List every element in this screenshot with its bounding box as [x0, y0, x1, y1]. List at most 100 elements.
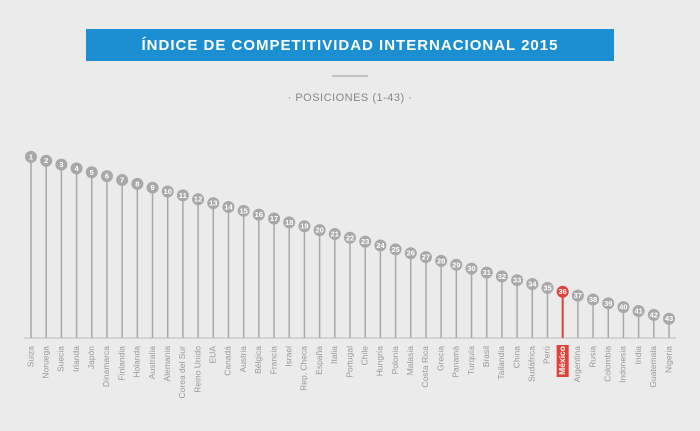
- x-tick-label: Dinamarca: [101, 346, 111, 387]
- value-label: 20: [315, 226, 323, 235]
- dot: [237, 204, 250, 217]
- dot: [161, 185, 174, 198]
- value-label: 29: [452, 260, 460, 269]
- value-label: 37: [574, 291, 582, 300]
- x-tick-label: Guatemala: [648, 346, 658, 388]
- dot: [344, 231, 356, 244]
- value-label: 40: [619, 303, 627, 312]
- value-label: 38: [589, 295, 597, 304]
- value-label: 21: [331, 229, 339, 238]
- value-label: 30: [467, 264, 475, 273]
- dot: [541, 281, 554, 294]
- x-tick-label: Austria: [238, 346, 248, 373]
- value-label: 23: [361, 237, 369, 246]
- dot: [116, 173, 129, 186]
- value-label: 1: [29, 152, 33, 161]
- value-label: 4: [74, 164, 79, 173]
- x-tick-label: China: [511, 346, 521, 368]
- dot: [556, 285, 569, 298]
- dot: [313, 224, 326, 237]
- dot: [176, 189, 189, 202]
- value-label: 10: [164, 187, 172, 196]
- value-label: 3: [59, 160, 63, 169]
- value-label: 6: [105, 172, 109, 181]
- value-label: 22: [346, 233, 354, 242]
- value-label: 25: [391, 245, 399, 254]
- value-label: 2: [44, 156, 48, 165]
- x-tick-label: Suecia: [56, 346, 66, 372]
- x-tick-label: Noruega: [40, 346, 50, 379]
- dot: [511, 274, 524, 287]
- dot: [450, 258, 463, 271]
- x-tick-label: Israel: [283, 346, 293, 367]
- x-tick-label: Indonesia: [618, 346, 628, 383]
- value-label: 12: [194, 195, 202, 204]
- value-label: 39: [604, 299, 612, 308]
- value-label: 19: [300, 222, 308, 231]
- dot: [268, 212, 281, 225]
- value-label: 43: [665, 314, 673, 323]
- value-label: 18: [285, 218, 293, 227]
- x-tick-label: Polonia: [390, 346, 400, 375]
- value-label: 26: [407, 249, 415, 258]
- value-label: 17: [270, 214, 278, 223]
- value-label: 27: [422, 253, 430, 262]
- dot: [40, 154, 53, 167]
- dot: [283, 216, 296, 229]
- x-tick-label: India: [633, 346, 643, 365]
- dot: [632, 305, 645, 318]
- dot: [617, 301, 630, 314]
- value-label: 35: [543, 283, 551, 292]
- x-tick-label: España: [314, 346, 324, 375]
- value-label: 31: [483, 268, 491, 277]
- value-label: 24: [376, 241, 385, 250]
- dot: [222, 200, 235, 213]
- x-tick-label: Bélgica: [253, 346, 263, 374]
- x-tick-label: Sudáfrica: [527, 346, 537, 382]
- x-tick-label: Canadá: [223, 346, 233, 376]
- x-tick-label: Portugal: [344, 346, 354, 378]
- x-tick-label: Japón: [86, 346, 96, 369]
- x-tick-label: Brasil: [481, 346, 491, 367]
- x-tick-label: Costa Rica: [420, 346, 430, 388]
- dot: [495, 270, 508, 283]
- x-tick-label: Colombia: [602, 346, 612, 382]
- value-label: 8: [135, 179, 139, 188]
- x-tick-label: Tailandia: [496, 346, 506, 380]
- dot: [25, 150, 37, 163]
- value-label: 11: [179, 191, 187, 200]
- x-tick-label: Rusia: [587, 346, 597, 368]
- dot: [526, 278, 539, 291]
- value-label: 16: [255, 210, 263, 219]
- highlight-box: [556, 345, 569, 377]
- x-tick-label: Argentina: [572, 346, 582, 383]
- x-tick-label: Irlanda: [71, 346, 81, 372]
- dot: [207, 197, 220, 210]
- dot: [647, 308, 660, 321]
- x-tick-label: Perú: [542, 346, 552, 364]
- value-label: 14: [224, 202, 233, 211]
- dot: [587, 293, 600, 306]
- x-tick-label: Panamá: [451, 346, 461, 378]
- dot: [70, 162, 83, 175]
- dot: [85, 166, 98, 179]
- dot: [465, 262, 478, 275]
- dot: [359, 235, 372, 248]
- dot: [100, 170, 113, 183]
- x-tick-label: Grecia: [435, 346, 445, 371]
- x-tick-label: Finlandia: [116, 346, 126, 381]
- dot: [298, 220, 311, 233]
- value-label: 33: [513, 276, 521, 285]
- value-label: 9: [150, 183, 154, 192]
- dot: [435, 254, 448, 267]
- dot: [404, 247, 417, 260]
- x-tick-label: Rep. Checa: [299, 346, 309, 391]
- chart-subtitle: · POSICIONES (1-43) ·: [288, 92, 413, 104]
- x-tick-label: Turquía: [466, 346, 476, 375]
- dot: [480, 266, 493, 279]
- dot: [602, 297, 615, 310]
- value-label: 42: [650, 310, 658, 319]
- title-box: [86, 29, 614, 61]
- value-label: 32: [498, 272, 506, 281]
